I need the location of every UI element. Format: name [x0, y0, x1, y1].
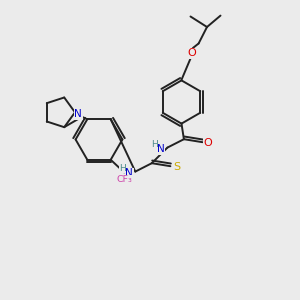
- Text: O: O: [203, 138, 212, 148]
- Text: O: O: [187, 48, 196, 59]
- Text: H: H: [119, 164, 126, 172]
- Text: S: S: [173, 162, 180, 172]
- Text: H: H: [151, 140, 158, 148]
- Text: N: N: [157, 144, 165, 154]
- Text: N: N: [74, 110, 82, 119]
- Text: CF₃: CF₃: [117, 175, 133, 184]
- Text: N: N: [125, 168, 133, 178]
